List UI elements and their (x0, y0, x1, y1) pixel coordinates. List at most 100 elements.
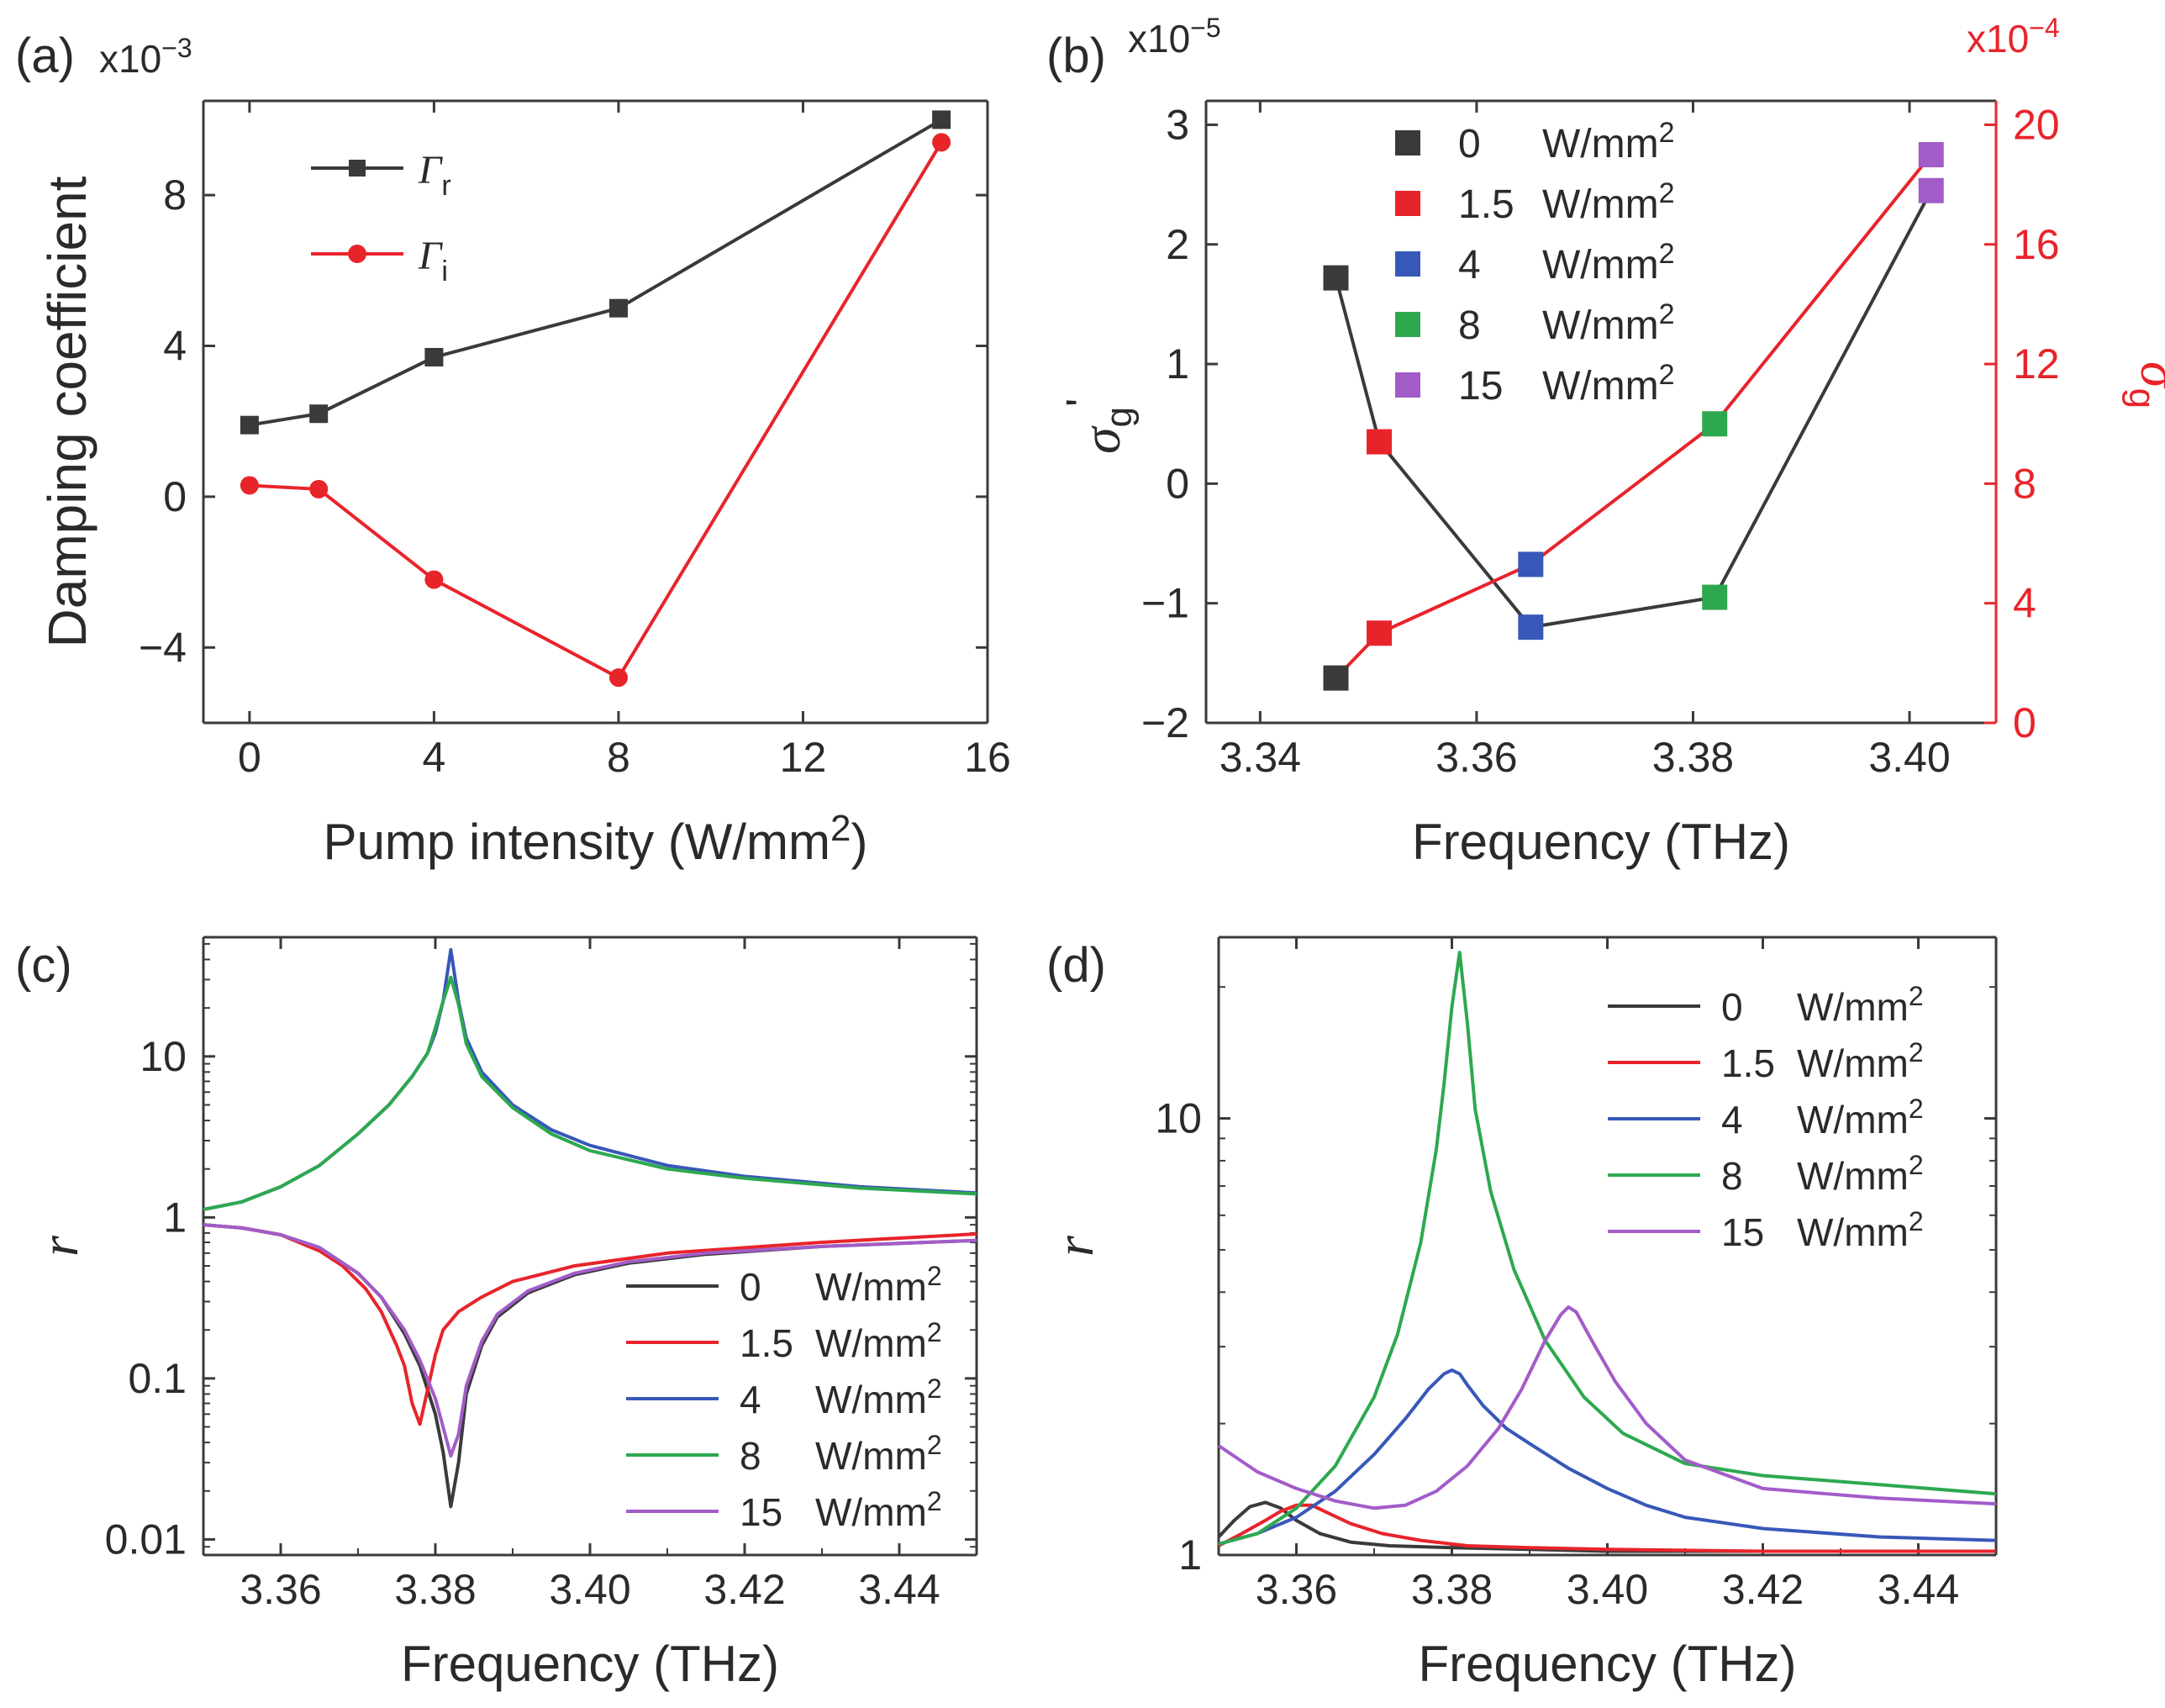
series-line (1335, 153, 1933, 680)
legend-unit: W/mm2 (1797, 1094, 1924, 1141)
legend-unit-superscript: 2 (1659, 177, 1675, 209)
legend-unit: W/mm2 (1797, 981, 1924, 1029)
legend-unit-text: W/mm (1542, 364, 1659, 409)
legend-value: 4 (1721, 1098, 1743, 1141)
legend-unit-superscript: 2 (927, 1373, 942, 1404)
legend-unit: W/mm2 (815, 1317, 942, 1365)
axis-scale-factor: x10−3 (99, 33, 192, 81)
legend-unit-text: W/mm (1542, 243, 1659, 287)
legend-marker (1395, 191, 1420, 216)
y-axis-title: Damping coefficient (37, 176, 97, 647)
legend-unit-text: W/mm (1797, 1210, 1909, 1254)
x-axis-title-text: Pump intensity (W/mm (324, 814, 830, 870)
legend-marker (1395, 312, 1420, 337)
legend-unit-superscript: 2 (1909, 1206, 1924, 1236)
legend-value: 15 (740, 1490, 782, 1534)
series-line (249, 141, 943, 680)
legend-unit-superscript: 2 (1659, 117, 1675, 149)
series-line (1218, 1368, 1997, 1546)
series-line (203, 947, 977, 1211)
data-point-square (1323, 665, 1349, 691)
data-point-circle (932, 133, 951, 152)
legend-value: 8 (740, 1434, 761, 1478)
legend-unit-text: W/mm (815, 1490, 927, 1534)
legend-value: 4 (1458, 243, 1481, 287)
legend-unit-text: W/mm (1797, 985, 1909, 1029)
legend-label: Γr (418, 148, 451, 202)
legend-value: 0 (740, 1265, 761, 1309)
x-tick-label: 12 (780, 734, 827, 781)
legend-unit-superscript: 2 (1909, 981, 1924, 1011)
panel-label: (a) (15, 29, 75, 83)
legend-label: Γi (418, 234, 448, 287)
x-tick-label: 3.44 (1878, 1566, 1959, 1613)
legend-symbol: Γ (418, 148, 443, 192)
x-tick-label: 3.40 (1868, 734, 1950, 781)
legend-unit: W/mm2 (815, 1430, 942, 1478)
x-axis-title: Frequency (THz) (1412, 814, 1790, 870)
scale-base: x10 (99, 37, 161, 81)
scale-base: x10 (1967, 17, 2029, 61)
legend-symbol: Γ (418, 234, 443, 278)
legend-unit: W/mm2 (1542, 117, 1675, 166)
legend-value: 15 (1721, 1210, 1764, 1254)
y-tick-label: 4 (163, 323, 187, 370)
data-point-square (1367, 620, 1393, 646)
legend-unit-text: W/mm (815, 1434, 927, 1478)
y-title-symbol: σ (2130, 361, 2165, 390)
legend-unit-text: W/mm (1797, 1041, 1909, 1085)
legend-sample-marker (348, 245, 366, 263)
y-tick-label-right: 8 (2013, 460, 2036, 507)
y-tick-label: 8 (163, 171, 187, 219)
data-point-circle (608, 668, 628, 688)
x-tick-label: 3.44 (858, 1566, 940, 1613)
y-tick-label-left: 1 (1166, 340, 1189, 387)
legend-marker (1395, 372, 1420, 398)
data-point-square (309, 404, 329, 424)
data-point-square (1702, 584, 1728, 610)
y-tick-label-right: 12 (2013, 340, 2060, 387)
data-point-square (1702, 411, 1728, 437)
series-line (1218, 1503, 1996, 1553)
x-tick-label: 3.42 (1722, 1566, 1804, 1613)
legend-unit-superscript: 2 (927, 1261, 942, 1291)
legend-unit-text: W/mm (815, 1321, 927, 1365)
legend-sample-marker (349, 160, 366, 177)
legend-unit-superscript: 2 (927, 1486, 942, 1516)
panel-label: (b) (1046, 29, 1106, 83)
y-tick-label-left: 0 (1166, 460, 1189, 507)
y-tick-label: 0 (163, 473, 187, 520)
y-axis-title-left: σg' (1057, 398, 1140, 454)
x-tick-label: 4 (423, 734, 446, 781)
y-tick-label: 0.01 (105, 1516, 187, 1563)
data-point-square (1918, 142, 1944, 168)
panel-label: (d) (1046, 938, 1106, 993)
legend-unit: W/mm2 (1542, 359, 1675, 409)
legend-value: 8 (1458, 303, 1481, 348)
scale-exponent: −3 (161, 33, 192, 63)
data-point-square (1918, 177, 1944, 203)
y-tick-label-left: 2 (1166, 221, 1189, 268)
left-axis-scale-factor: x10−5 (1128, 13, 1221, 61)
data-point-square (1367, 429, 1393, 455)
legend-subscript: i (441, 256, 448, 287)
data-point-circle (309, 479, 329, 498)
legend-unit-superscript: 2 (927, 1317, 942, 1347)
legend-subscript: r (441, 170, 450, 202)
x-tick-label: 3.34 (1219, 734, 1301, 781)
y-tick-label: 1 (1178, 1531, 1202, 1579)
y-axis-title: r (29, 1235, 89, 1257)
data-point-square (424, 347, 444, 366)
legend-unit: W/mm2 (815, 1261, 942, 1309)
scale-exponent: −5 (1190, 13, 1220, 43)
y-title-prime: ' (1057, 398, 1108, 407)
y-title-subscript: g (2121, 388, 2162, 409)
y-tick-label: 10 (140, 1033, 187, 1080)
legend-unit-superscript: 2 (927, 1430, 942, 1460)
x-axis-title: Frequency (THz) (401, 1636, 779, 1692)
x-tick-label: 3.36 (240, 1566, 321, 1613)
data-point-circle (240, 476, 259, 495)
series-line (1218, 951, 1997, 1546)
